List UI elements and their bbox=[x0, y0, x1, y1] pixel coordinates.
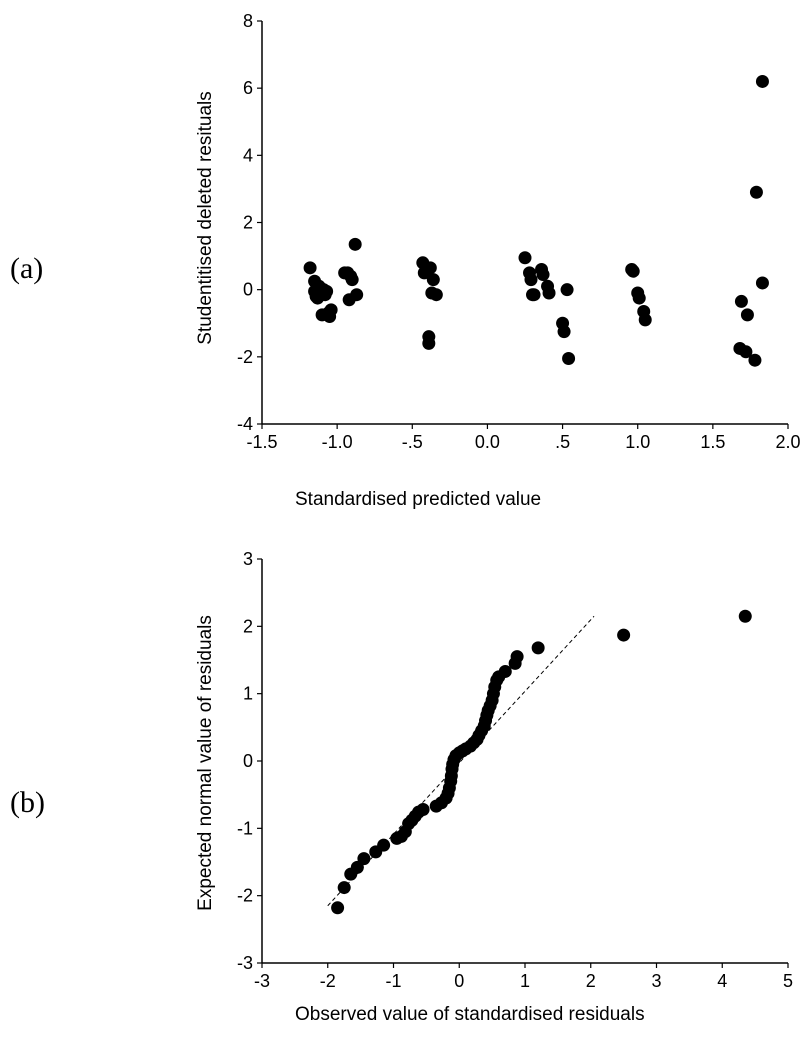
x-tick-label: .5 bbox=[555, 432, 570, 452]
data-point bbox=[426, 273, 440, 287]
y-axis-title-b: Expected normal value of residuals bbox=[195, 615, 216, 911]
x-tick-label: -1 bbox=[385, 971, 401, 991]
data-point bbox=[560, 283, 574, 297]
data-point bbox=[632, 291, 646, 305]
x-tick-label: 2 bbox=[586, 971, 596, 991]
data-point bbox=[748, 353, 762, 367]
data-point bbox=[331, 901, 345, 915]
y-tick-label: 6 bbox=[243, 78, 253, 98]
data-point bbox=[740, 308, 754, 322]
data-point bbox=[562, 352, 576, 366]
data-point bbox=[755, 276, 769, 290]
data-point bbox=[416, 802, 430, 816]
x-tick-label: 4 bbox=[717, 971, 727, 991]
y-tick-label: 0 bbox=[243, 751, 253, 771]
data-point bbox=[357, 852, 371, 866]
x-axis-title-b: Observed value of standardised residuals bbox=[295, 1004, 645, 1025]
x-tick-label: -.5 bbox=[402, 432, 423, 452]
data-point bbox=[557, 325, 571, 339]
data-point bbox=[320, 284, 334, 298]
data-point bbox=[527, 288, 541, 302]
data-point bbox=[337, 881, 351, 895]
y-tick-label: 4 bbox=[243, 145, 253, 165]
data-point bbox=[429, 288, 443, 302]
data-point bbox=[617, 628, 631, 642]
data-point bbox=[542, 286, 556, 300]
chart-panel-a: (a) Standardised predicted value Student… bbox=[10, 11, 800, 510]
data-point bbox=[350, 288, 364, 302]
y-tick-label: -3 bbox=[237, 953, 253, 973]
x-tick-label: 1.0 bbox=[625, 432, 650, 452]
y-tick-label: 1 bbox=[243, 684, 253, 704]
data-point bbox=[734, 294, 748, 308]
x-tick-label: 3 bbox=[651, 971, 661, 991]
panel-label-a: (a) bbox=[10, 252, 43, 285]
data-point bbox=[524, 273, 538, 287]
chart-panel-b: (b) Observed value of standardised resid… bbox=[10, 549, 793, 1025]
y-tick-label: -2 bbox=[237, 886, 253, 906]
reference-line bbox=[327, 615, 595, 907]
y-tick-label: 3 bbox=[243, 549, 253, 569]
data-point bbox=[422, 336, 436, 350]
y-tick-label: 0 bbox=[243, 280, 253, 300]
panel-label-b: (b) bbox=[10, 786, 45, 819]
x-tick-label: -1.5 bbox=[246, 432, 277, 452]
data-point bbox=[303, 261, 317, 275]
data-point bbox=[755, 74, 769, 88]
x-tick-label: -2 bbox=[320, 971, 336, 991]
data-point bbox=[324, 303, 338, 317]
x-tick-label: -1.0 bbox=[322, 432, 353, 452]
x-tick-label: 0.0 bbox=[475, 432, 500, 452]
data-point bbox=[536, 268, 550, 282]
y-tick-label: -4 bbox=[237, 414, 253, 434]
y-tick-label: -1 bbox=[237, 818, 253, 838]
y-tick-label: 2 bbox=[243, 213, 253, 233]
data-point bbox=[638, 313, 652, 327]
x-tick-label: 1.5 bbox=[700, 432, 725, 452]
data-point bbox=[510, 650, 524, 664]
x-tick-label: 1 bbox=[520, 971, 530, 991]
data-point bbox=[348, 237, 362, 251]
y-tick-label: 2 bbox=[243, 616, 253, 636]
data-point bbox=[423, 261, 437, 275]
y-tick-label: 8 bbox=[243, 11, 253, 31]
x-tick-label: -3 bbox=[254, 971, 270, 991]
data-point bbox=[498, 664, 512, 678]
data-point bbox=[749, 185, 763, 199]
y-axis-title-a: Studentitised deleted resituals bbox=[195, 91, 216, 345]
data-point bbox=[739, 345, 753, 359]
data-point bbox=[738, 609, 752, 623]
x-axis-title-a: Standardised predicted value bbox=[295, 489, 541, 510]
data-point bbox=[345, 273, 359, 287]
x-tick-label: 2.0 bbox=[775, 432, 800, 452]
data-point bbox=[531, 641, 545, 655]
data-point bbox=[377, 838, 391, 852]
data-point bbox=[518, 251, 532, 265]
y-tick-label: -2 bbox=[237, 347, 253, 367]
data-point bbox=[626, 264, 640, 278]
x-tick-label: 0 bbox=[454, 971, 464, 991]
x-tick-label: 5 bbox=[783, 971, 793, 991]
